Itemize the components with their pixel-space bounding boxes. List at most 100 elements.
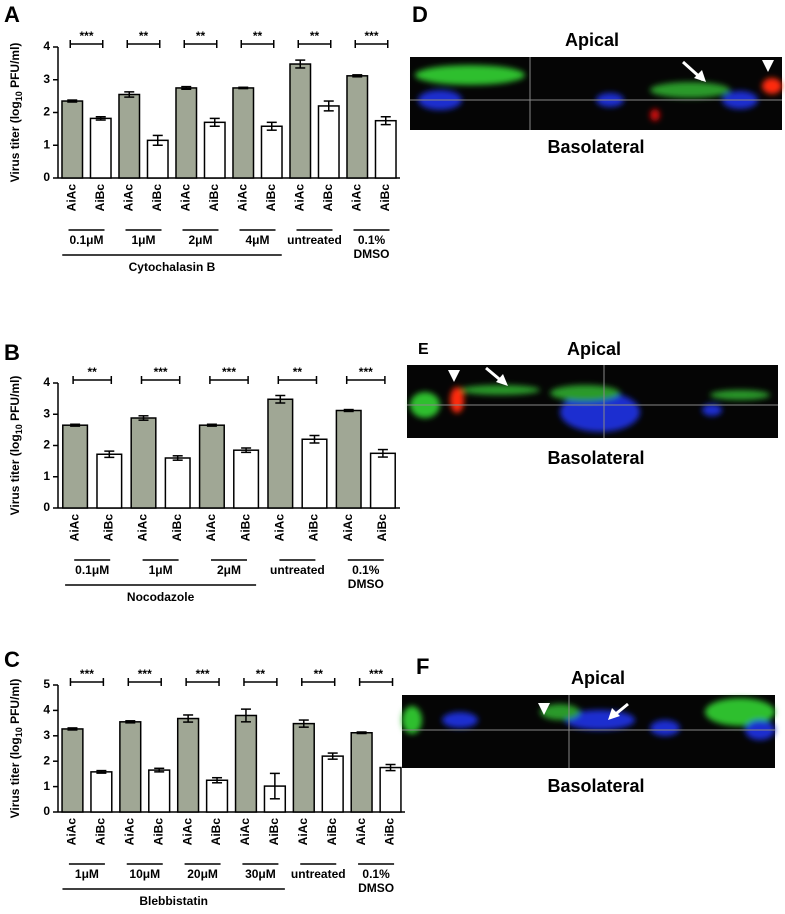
bar [335, 409, 362, 509]
x-tick-label: AiAc [180, 818, 194, 846]
y-tick-label: 1 [43, 779, 50, 793]
group-label: 30μM [245, 867, 276, 881]
group-label: 2μM [217, 563, 241, 577]
group-label: DMSO [354, 247, 390, 261]
group-label: 20μM [187, 867, 218, 881]
x-tick-label: AiBc [209, 818, 223, 846]
bar [61, 100, 84, 179]
y-tick-label: 0 [43, 804, 50, 818]
significance-stars: *** [79, 29, 93, 43]
x-tick-label: AiBc [264, 184, 278, 212]
bar [379, 766, 402, 813]
significance-stars: *** [222, 365, 236, 379]
significance-stars: *** [369, 667, 383, 681]
y-axis-label-part: Virus titer (log [8, 101, 22, 182]
x-tick-label: AiBc [170, 514, 184, 542]
x-tick-label: AiBc [207, 184, 221, 212]
image-caption: Apical [567, 339, 621, 359]
bar [175, 87, 198, 179]
significance-stars: *** [364, 29, 378, 43]
x-tick-label: AiBc [383, 818, 397, 846]
group-label: 1μM [131, 233, 155, 247]
group-label: 2μM [188, 233, 212, 247]
panel-label: D [412, 2, 428, 27]
significance-stars: ** [196, 29, 206, 43]
significance-stars: ** [253, 29, 263, 43]
bar [232, 87, 255, 179]
group-label: untreated [291, 867, 346, 881]
x-tick-label: AiAc [238, 818, 252, 846]
group-label: 0.1μM [69, 233, 103, 247]
bar [233, 449, 260, 509]
significance-stars: ** [314, 667, 324, 681]
x-tick-label: AiAc [204, 514, 218, 542]
x-tick-label: AiAc [292, 184, 306, 212]
x-tick-label: AiAc [349, 184, 363, 212]
group-label: 0.1% [352, 563, 380, 577]
x-tick-label: AiAc [235, 184, 249, 212]
y-tick-label: 0 [43, 500, 50, 514]
y-tick-label: 3 [43, 72, 50, 86]
x-tick-label: AiAc [354, 818, 368, 846]
group-label: 0.1% [358, 233, 386, 247]
group-label: 1μM [75, 867, 99, 881]
group-label: DMSO [358, 881, 394, 895]
treatment-label: Nocodazole [127, 590, 195, 604]
bar [118, 93, 141, 179]
x-tick-label: AiAc [296, 818, 310, 846]
y-tick-label: 1 [43, 137, 50, 151]
image-caption: Basolateral [547, 776, 644, 796]
x-tick-label: AiAc [341, 514, 355, 542]
y-tick-label: 0 [43, 170, 50, 184]
significance-stars: ** [256, 667, 266, 681]
y-tick-label: 1 [43, 469, 50, 483]
x-tick-label: AiBc [321, 184, 335, 212]
x-tick-label: AiBc [150, 184, 164, 212]
micrograph [407, 365, 778, 438]
y-tick-label: 5 [43, 677, 50, 691]
bar [260, 125, 283, 179]
bar [164, 457, 191, 509]
x-tick-label: AiAc [67, 514, 81, 542]
x-tick-label: AiAc [121, 184, 135, 212]
y-axis-label: Virus titer (log10 PFU/ml) [8, 679, 24, 819]
significance-stars: ** [310, 29, 320, 43]
bar [205, 779, 229, 813]
x-tick-label: AiBc [151, 818, 165, 846]
bar [89, 117, 112, 179]
bar [198, 424, 225, 509]
y-axis-label: Virus titer (log10 PFU/ml) [8, 43, 24, 183]
bar [90, 771, 113, 813]
panel-label: E [418, 341, 429, 358]
significance-stars: ** [88, 365, 98, 379]
bar [176, 717, 200, 813]
group-label: 10μM [129, 867, 160, 881]
significance-stars: ** [139, 29, 149, 43]
significance-stars: ** [293, 365, 303, 379]
group-label: untreated [270, 563, 325, 577]
y-axis-label-part: PFU/ml) [8, 43, 22, 92]
bar [374, 119, 397, 179]
x-tick-label: AiAc [136, 514, 150, 542]
bar [62, 424, 89, 509]
bar [234, 714, 258, 813]
panel-label: C [4, 647, 20, 672]
x-tick-label: AiAc [178, 184, 192, 212]
group-label: 1μM [149, 563, 173, 577]
y-axis-label-part: Virus titer (log [8, 737, 22, 818]
bar [130, 417, 157, 509]
x-tick-label: AiAc [64, 184, 78, 212]
treatment-label: Cytochalasin B [129, 260, 216, 274]
bar [369, 452, 396, 509]
y-axis-label-part: 10 [14, 727, 24, 737]
bar [301, 438, 328, 509]
micrograph [402, 695, 775, 768]
group-label: 4μM [245, 233, 269, 247]
bar [321, 755, 344, 813]
panel-label: A [4, 2, 20, 27]
y-axis-label-part: 10 [14, 91, 24, 101]
x-tick-label: AiBc [267, 818, 281, 846]
image-caption: Apical [571, 668, 625, 688]
panel-label: F [416, 654, 429, 679]
